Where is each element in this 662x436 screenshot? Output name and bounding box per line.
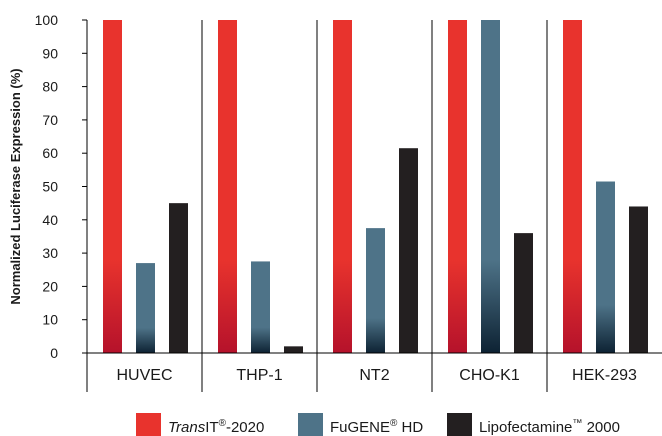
- bar: [366, 228, 385, 353]
- y-tick-label: 60: [42, 145, 58, 161]
- legend-swatch: [136, 413, 161, 436]
- bar: [629, 206, 648, 353]
- bar: [563, 20, 582, 353]
- y-tick-label: 100: [35, 12, 59, 28]
- y-tick-label: 70: [42, 112, 58, 128]
- bar: [596, 181, 615, 353]
- y-tick-label: 50: [42, 179, 58, 195]
- y-axis-title: Normalized Luciferase Expression (%): [8, 68, 23, 304]
- bar: [103, 20, 122, 353]
- category-label: NT2: [359, 367, 389, 384]
- legend-label: FuGENE® HD: [330, 418, 423, 436]
- legend-label: Lipofectamine™ 2000: [479, 418, 620, 436]
- y-tick-label: 20: [42, 278, 58, 294]
- legend-label: TransIT®-2020: [168, 418, 264, 436]
- y-tick-label: 0: [50, 345, 58, 361]
- bar: [136, 263, 155, 353]
- legend-swatch: [447, 413, 472, 436]
- bar: [481, 20, 500, 353]
- bar: [251, 261, 270, 353]
- category-label: HUVEC: [116, 367, 172, 384]
- category-label: HEK-293: [572, 367, 637, 384]
- bar: [399, 148, 418, 353]
- y-tick-label: 30: [42, 245, 58, 261]
- category-label: THP-1: [236, 367, 282, 384]
- y-tick-label: 90: [42, 45, 58, 61]
- bar: [284, 346, 303, 353]
- bar: [333, 20, 352, 353]
- bar: [514, 233, 533, 353]
- y-tick-label: 40: [42, 212, 58, 228]
- category-label: CHO-K1: [459, 367, 520, 384]
- bar: [218, 20, 237, 353]
- y-tick-label: 80: [42, 79, 58, 95]
- y-tick-label: 10: [42, 312, 58, 328]
- legend-swatch: [298, 413, 323, 436]
- bar: [169, 203, 188, 353]
- bar: [448, 20, 467, 353]
